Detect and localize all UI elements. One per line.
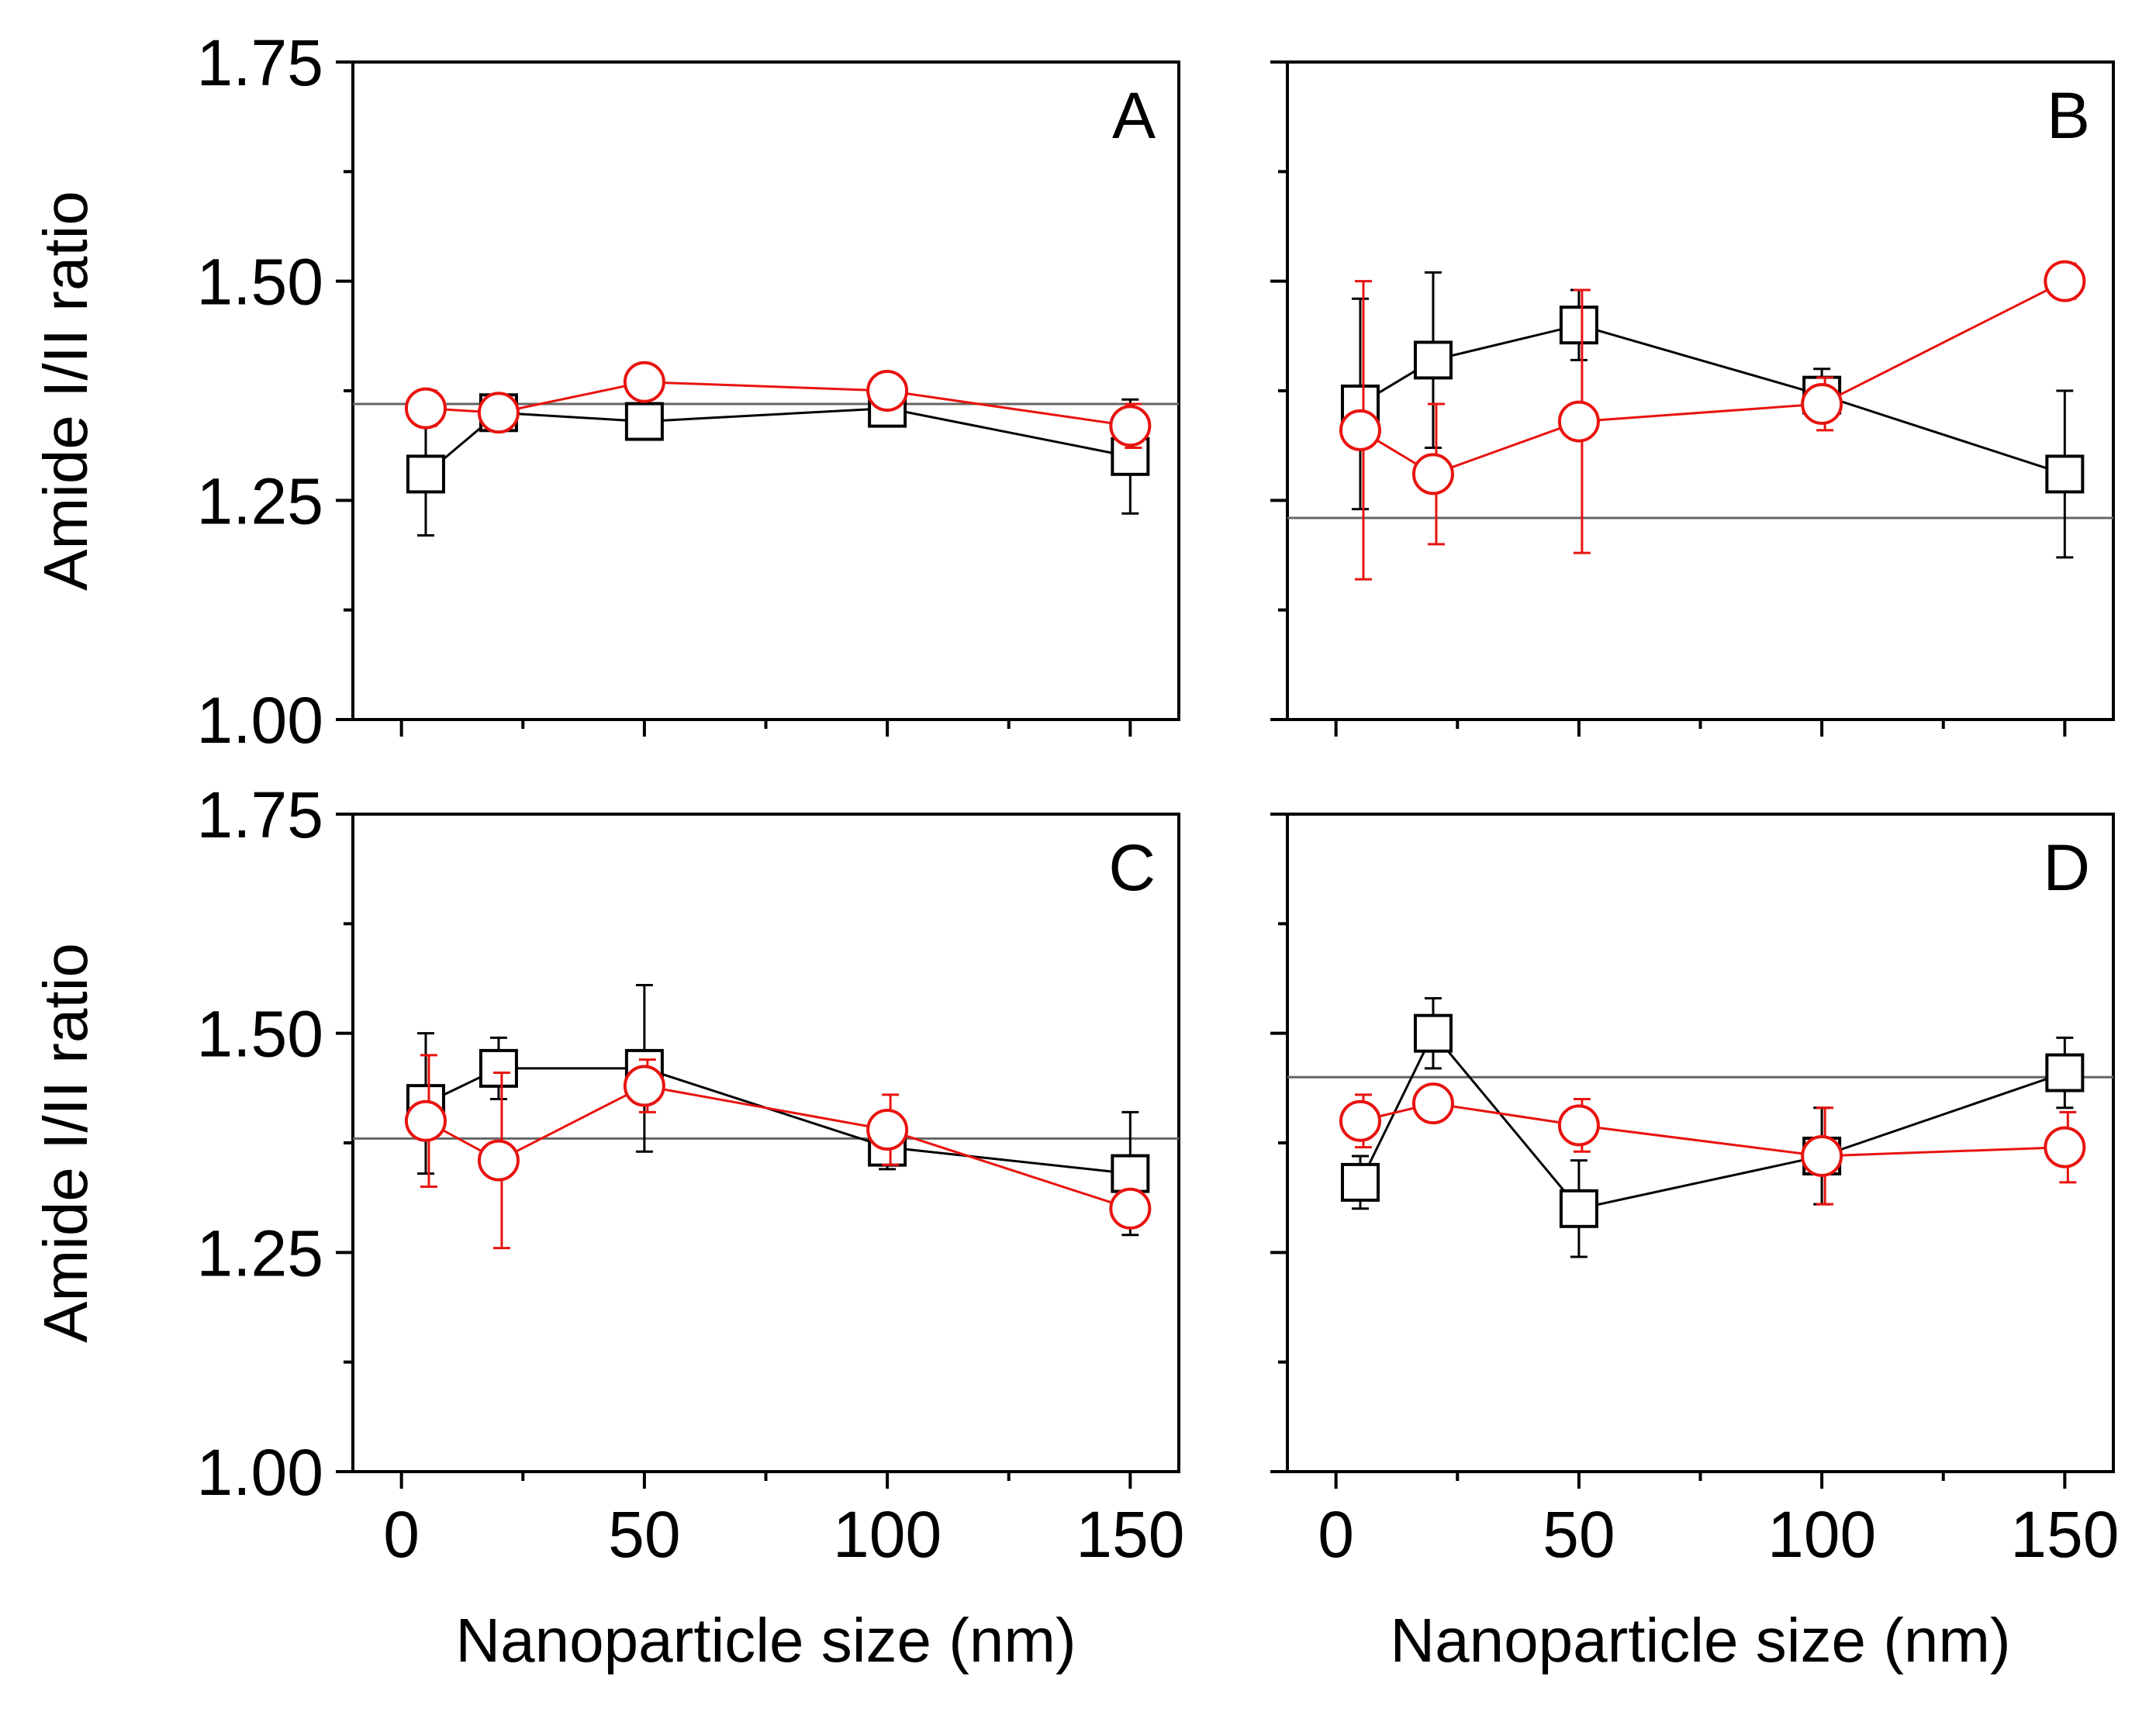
panel-d-xlabel: Nanoparticle size (nm) [1390, 1606, 2010, 1675]
data-point-circle [1801, 1134, 1843, 1177]
panel-a-ytick-label: 1.75 [197, 26, 324, 99]
data-point-square [2045, 1053, 2085, 1092]
panel-c-series-red [404, 1054, 1152, 1250]
panel-d-xtick-label: 100 [1767, 1498, 1876, 1571]
data-point-circle [1411, 453, 1454, 495]
data-point-square [624, 402, 664, 441]
data-point-square [406, 454, 445, 494]
panel-c-xtick-label: 0 [383, 1498, 420, 1571]
panel-c-xtick-label: 50 [608, 1498, 680, 1571]
data-point-square [1413, 340, 1453, 380]
panel-a-ytick-label: 1.25 [197, 464, 324, 537]
data-point-circle [404, 1099, 447, 1142]
data-point-circle [1109, 1187, 1152, 1230]
panel-a-series-red [404, 361, 1152, 449]
panel-b-letter: B [2047, 79, 2090, 152]
data-point-square [1559, 1189, 1598, 1228]
data-point-circle [2044, 1126, 2086, 1168]
data-point-circle [623, 361, 665, 403]
panel-b-series-black [1340, 271, 2085, 559]
data-point-circle [1411, 1082, 1454, 1125]
series-line [1360, 323, 2065, 475]
panel-a-ytick-label: 1.00 [197, 684, 324, 757]
data-point-circle [404, 387, 447, 430]
panel-d-xtick-label: 150 [2010, 1498, 2119, 1571]
panel-d-series-black [1340, 996, 2085, 1258]
data-point-circle [1339, 409, 1381, 451]
panel-c-ytick-label: 1.50 [197, 998, 324, 1071]
data-point-circle [1801, 382, 1843, 425]
data-point-circle [2044, 260, 2086, 302]
panel-d-xtick-label: 50 [1543, 1498, 1615, 1571]
data-point-circle [866, 370, 909, 412]
panel-b-frame [1286, 60, 2115, 721]
series-line [425, 407, 1131, 475]
panel-c-xtick-label: 100 [833, 1498, 942, 1571]
panel-a-ytick-label: 1.50 [197, 246, 324, 319]
panel-c-xtick-label: 150 [1076, 1498, 1184, 1571]
series-line [425, 1084, 1131, 1210]
panel-a-letter: A [1112, 79, 1156, 152]
data-point-square [1413, 1013, 1453, 1053]
data-point-circle [1557, 400, 1600, 443]
data-point-circle [1339, 1099, 1381, 1142]
data-point-circle [477, 392, 520, 434]
panel-c-ytick-label: 1.25 [197, 1217, 324, 1289]
data-point-square [479, 1048, 518, 1088]
data-point-square [1111, 1154, 1150, 1193]
data-point-circle [1557, 1104, 1600, 1147]
panel-c-ylabel: Amide I/II ratio [31, 943, 100, 1343]
panel-d-xtick-label: 0 [1318, 1498, 1354, 1571]
panel-c: 1.00 1.25 1.50 1.75 0 50 100 150 Amide I/II rati… [31, 778, 1184, 1675]
data-point-square [1340, 1162, 1380, 1202]
data-point-circle [866, 1109, 909, 1151]
panel-a-ylabel: Amide I/II ratio [31, 191, 100, 591]
series-line [1360, 280, 2066, 476]
panel-b: B [1270, 60, 2115, 737]
data-point-circle [477, 1139, 520, 1182]
panel-a-frame [351, 60, 1180, 721]
data-point-circle [1109, 405, 1152, 447]
panel-c-ytick-label: 1.00 [197, 1436, 324, 1509]
data-point-square [2045, 454, 2085, 494]
panel-c-frame [351, 813, 1180, 1473]
data-point-square [1559, 305, 1598, 345]
panel-d-letter: D [2043, 831, 2090, 904]
panel-c-xlabel: Nanoparticle size (nm) [455, 1606, 1076, 1675]
panel-d-frame [1286, 813, 2115, 1473]
series-line [1359, 1030, 2065, 1210]
panel-c-letter: C [1108, 831, 1156, 904]
panel-c-ytick-label: 1.75 [197, 778, 324, 851]
panel-d-series-red [1339, 1082, 2086, 1206]
panel-b-series-red [1339, 260, 2086, 581]
series-line [425, 1067, 1131, 1175]
panel-a: 1.00 1.25 1.50 1.75 Amide I/II ratio A [31, 26, 1180, 757]
data-point-circle [623, 1065, 665, 1107]
series-line [1360, 1102, 2065, 1158]
